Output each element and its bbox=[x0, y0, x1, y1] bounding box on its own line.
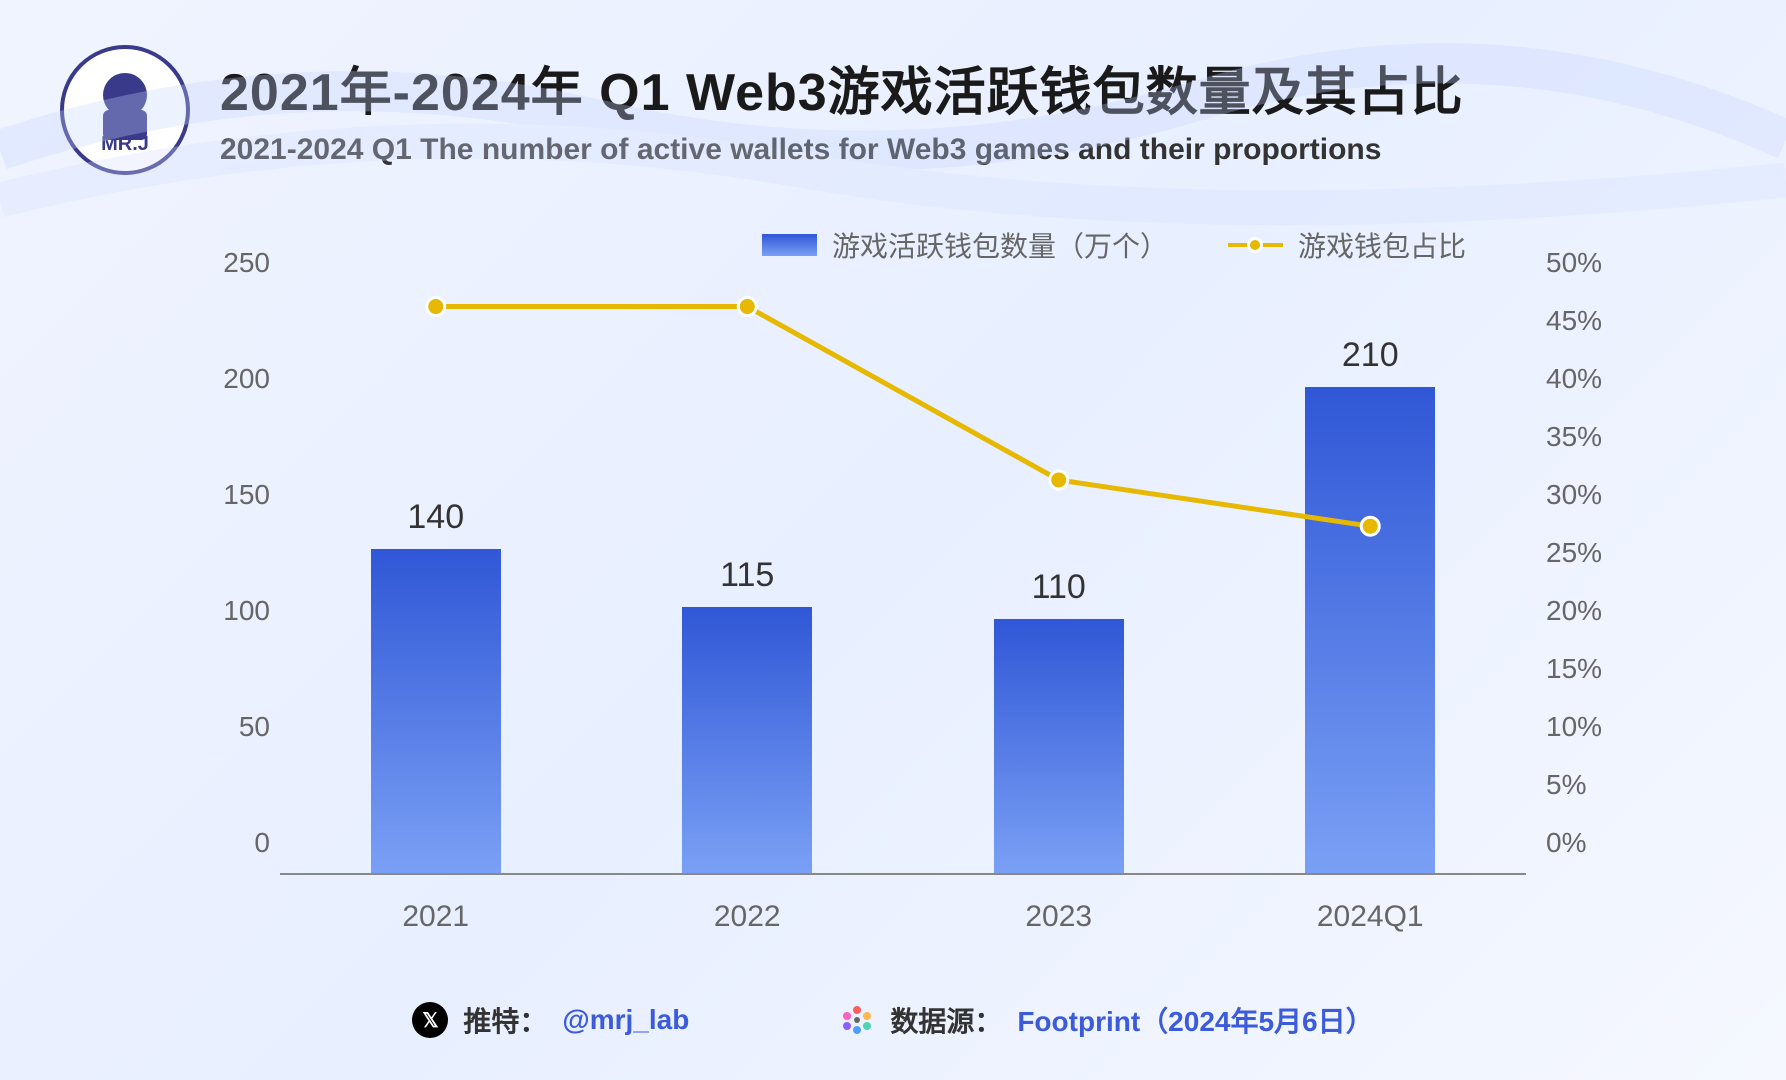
y-left-tick: 0 bbox=[190, 827, 270, 859]
twitter-label: 推特： bbox=[463, 1000, 547, 1040]
twitter-handle[interactable]: @mrj_lab bbox=[562, 1004, 689, 1036]
source-value[interactable]: Footprint（2024年5月6日） bbox=[1017, 1000, 1373, 1040]
y-right-tick: 50% bbox=[1546, 247, 1626, 279]
title-chinese: 2021年-2024年 Q1 Web3游戏活跃钱包数量及其占比 bbox=[220, 50, 1726, 125]
y-left-tick: 200 bbox=[190, 363, 270, 395]
x-axis-labels: 2021202220232024Q1 bbox=[280, 885, 1526, 935]
line-overlay bbox=[280, 295, 1526, 873]
line-marker bbox=[738, 298, 756, 316]
logo-text: MR.J bbox=[101, 133, 149, 155]
legend-line-label: 游戏钱包占比 bbox=[1298, 225, 1466, 265]
y-left-tick: 50 bbox=[190, 711, 270, 743]
footer: 𝕏 推特： @mrj_lab 数据源： Footprint（2024年5月6日） bbox=[0, 1000, 1786, 1040]
y-right-tick: 5% bbox=[1546, 769, 1626, 801]
y-left-tick: 150 bbox=[190, 479, 270, 511]
y-right-tick: 35% bbox=[1546, 421, 1626, 453]
y-right-tick: 10% bbox=[1546, 711, 1626, 743]
line-marker bbox=[427, 298, 445, 316]
y-right-tick: 15% bbox=[1546, 653, 1626, 685]
y-right-tick: 30% bbox=[1546, 479, 1626, 511]
x-label: 2021 bbox=[280, 885, 592, 935]
legend-bar-item: 游戏活跃钱包数量（万个） bbox=[762, 225, 1168, 265]
y-right-tick: 25% bbox=[1546, 537, 1626, 569]
y-right-tick: 45% bbox=[1546, 305, 1626, 337]
line-path bbox=[436, 307, 1371, 527]
legend-line-swatch bbox=[1228, 243, 1283, 247]
legend-bar-swatch bbox=[762, 234, 817, 256]
legend-line-item: 游戏钱包占比 bbox=[1228, 225, 1466, 265]
footer-source: 数据源： Footprint（2024年5月6日） bbox=[839, 1000, 1373, 1040]
title-english: 2021-2024 Q1 The number of active wallet… bbox=[220, 133, 1726, 167]
chart-area: 050100150200250 0%5%10%15%20%25%30%35%40… bbox=[220, 295, 1606, 935]
source-icon bbox=[839, 1002, 875, 1038]
y-axis-left: 050100150200250 bbox=[190, 295, 270, 875]
line-marker bbox=[1361, 517, 1379, 535]
footer-twitter: 𝕏 推特： @mrj_lab bbox=[412, 1000, 689, 1040]
x-label: 2024Q1 bbox=[1215, 885, 1527, 935]
line-marker bbox=[1050, 471, 1068, 489]
header: MR.J 2021年-2024年 Q1 Web3游戏活跃钱包数量及其占比 202… bbox=[0, 0, 1786, 195]
x-label: 2023 bbox=[903, 885, 1215, 935]
y-right-tick: 20% bbox=[1546, 595, 1626, 627]
x-icon: 𝕏 bbox=[412, 1002, 448, 1038]
legend-bar-label: 游戏活跃钱包数量（万个） bbox=[832, 225, 1168, 265]
y-left-tick: 100 bbox=[190, 595, 270, 627]
y-right-tick: 0% bbox=[1546, 827, 1626, 859]
y-right-tick: 40% bbox=[1546, 363, 1626, 395]
x-label: 2022 bbox=[592, 885, 904, 935]
source-label: 数据源： bbox=[890, 1000, 1002, 1040]
y-axis-right: 0%5%10%15%20%25%30%35%40%45%50% bbox=[1546, 295, 1626, 875]
y-left-tick: 250 bbox=[190, 247, 270, 279]
plot-area: 140115110210 bbox=[280, 295, 1526, 875]
logo-badge: MR.J bbox=[60, 45, 190, 175]
legend-line-dot bbox=[1247, 237, 1263, 253]
